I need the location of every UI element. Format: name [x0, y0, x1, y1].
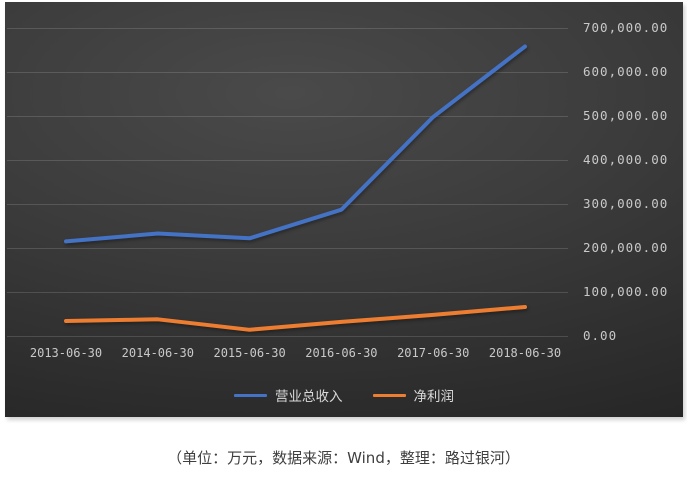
legend-label: 营业总收入 [275, 389, 343, 405]
y-axis-label: 400,000.00 [583, 152, 669, 167]
gridline [7, 335, 568, 337]
x-axis-label: 2015-06-30 [213, 346, 286, 360]
gridline [7, 159, 568, 161]
series-line-net-profit [64, 305, 527, 332]
y-axis-label: 100,000.00 [583, 284, 669, 299]
y-axis-label: 700,000.00 [583, 20, 669, 35]
line-plot [64, 44, 527, 332]
legend-swatch [372, 393, 406, 397]
x-axis-label: 2016-06-30 [305, 346, 378, 360]
x-axis-label: 2018-06-30 [488, 346, 562, 360]
y-axis-label: 500,000.00 [583, 108, 669, 123]
gridline [7, 71, 568, 73]
gridline [7, 27, 568, 29]
legend-label: 净利润 [413, 389, 455, 405]
gridline [7, 247, 568, 249]
y-axis-label: 0.00 [583, 328, 618, 343]
x-axis-label: 2013-06-30 [29, 346, 103, 360]
gridline [7, 291, 568, 293]
x-axis-label: 2014-06-30 [121, 346, 194, 360]
gridline [7, 203, 568, 205]
y-axis-label: 600,000.00 [583, 64, 669, 79]
legend: 营业总收入 净利润 [5, 385, 683, 405]
series-line-revenue [64, 44, 527, 244]
legend-swatch [234, 393, 267, 397]
y-axis-label: 300,000.00 [583, 196, 669, 211]
chart-panel: 700,000.00 600,000.00 500,000.00 400,000.00… [5, 2, 683, 417]
legend-item: 营业总收入 [234, 385, 343, 405]
y-axis-label: 200,000.00 [583, 240, 669, 255]
chart-caption: （单位：万元，数据来源：Wind，整理：路过银河） [167, 449, 520, 467]
legend-item: 净利润 [372, 385, 455, 405]
x-axis-label: 2017-06-30 [397, 346, 470, 360]
gridline [7, 115, 568, 117]
